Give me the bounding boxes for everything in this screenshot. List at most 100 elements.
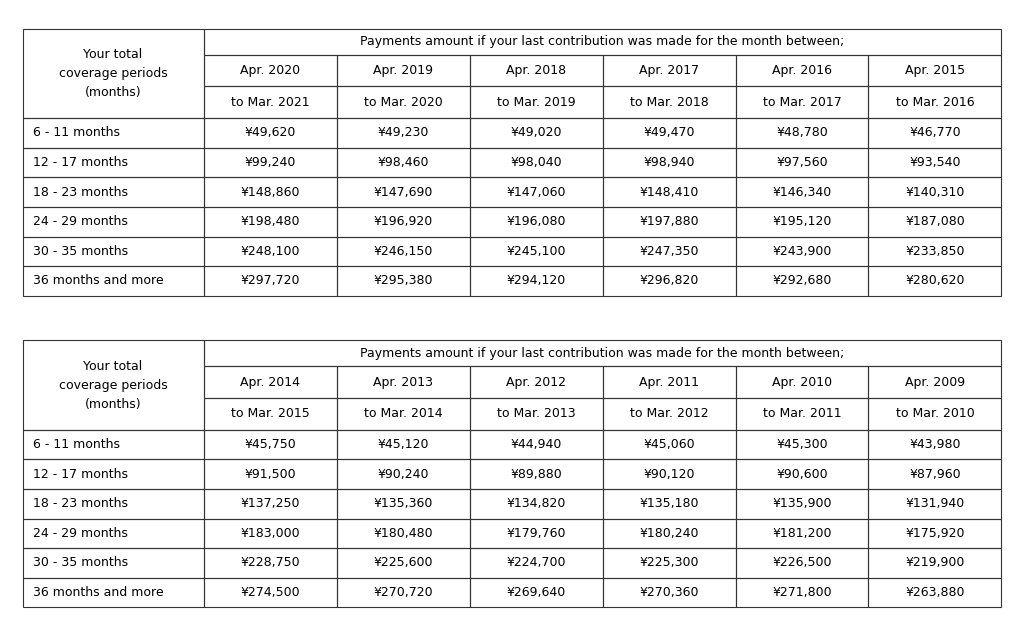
Bar xyxy=(204,55,337,86)
Bar xyxy=(23,118,204,148)
Bar xyxy=(204,430,337,459)
Bar xyxy=(337,118,470,148)
Text: ¥294,120: ¥294,120 xyxy=(507,275,565,287)
Bar xyxy=(204,366,337,398)
Text: 12 - 17 months: 12 - 17 months xyxy=(34,156,128,169)
Bar xyxy=(735,86,868,118)
Text: Apr. 2014: Apr. 2014 xyxy=(240,376,300,389)
Bar xyxy=(868,177,1001,207)
Text: ¥271,800: ¥271,800 xyxy=(772,586,831,599)
Bar xyxy=(337,430,470,459)
Bar xyxy=(470,148,602,177)
Bar xyxy=(470,459,602,489)
Text: 30 - 35 months: 30 - 35 months xyxy=(34,556,129,569)
Bar xyxy=(868,55,1001,86)
Text: ¥292,680: ¥292,680 xyxy=(772,275,831,287)
Bar xyxy=(470,177,602,207)
Bar xyxy=(23,489,204,518)
Bar xyxy=(602,266,735,296)
Text: ¥135,180: ¥135,180 xyxy=(639,497,698,510)
Bar xyxy=(337,177,470,207)
Bar xyxy=(602,459,735,489)
Bar xyxy=(23,459,204,489)
Bar xyxy=(470,55,602,86)
Bar xyxy=(204,489,337,518)
Text: ¥297,720: ¥297,720 xyxy=(241,275,300,287)
Bar xyxy=(337,55,470,86)
Bar xyxy=(868,148,1001,177)
Text: ¥280,620: ¥280,620 xyxy=(905,275,965,287)
Text: ¥87,960: ¥87,960 xyxy=(909,467,961,481)
Text: to Mar. 2017: to Mar. 2017 xyxy=(763,96,842,109)
Text: ¥135,900: ¥135,900 xyxy=(772,497,831,510)
Bar xyxy=(735,430,868,459)
Text: ¥98,460: ¥98,460 xyxy=(377,156,429,169)
Bar xyxy=(337,366,470,398)
Text: ¥195,120: ¥195,120 xyxy=(772,215,831,228)
Text: ¥198,480: ¥198,480 xyxy=(241,215,300,228)
Text: ¥135,360: ¥135,360 xyxy=(374,497,433,510)
Bar xyxy=(868,459,1001,489)
Text: ¥97,560: ¥97,560 xyxy=(776,156,827,169)
Text: ¥148,410: ¥148,410 xyxy=(639,186,698,198)
Text: ¥263,880: ¥263,880 xyxy=(905,586,965,599)
Bar xyxy=(337,207,470,237)
Bar xyxy=(204,340,1001,366)
Bar xyxy=(23,430,204,459)
Bar xyxy=(337,148,470,177)
Text: to Mar. 2014: to Mar. 2014 xyxy=(364,408,442,420)
Text: ¥43,980: ¥43,980 xyxy=(909,438,961,451)
Text: ¥175,920: ¥175,920 xyxy=(905,527,965,540)
Text: ¥270,720: ¥270,720 xyxy=(374,586,433,599)
Text: ¥93,540: ¥93,540 xyxy=(909,156,961,169)
Bar xyxy=(204,577,337,607)
Text: ¥147,690: ¥147,690 xyxy=(374,186,433,198)
Bar xyxy=(868,118,1001,148)
Bar xyxy=(735,266,868,296)
Bar xyxy=(204,398,337,430)
Bar xyxy=(868,430,1001,459)
Bar xyxy=(204,86,337,118)
Bar xyxy=(23,340,204,430)
Bar xyxy=(602,118,735,148)
Bar xyxy=(204,177,337,207)
Bar xyxy=(470,489,602,518)
Bar xyxy=(23,177,204,207)
Text: ¥45,750: ¥45,750 xyxy=(245,438,296,451)
Text: ¥246,150: ¥246,150 xyxy=(374,245,433,258)
Text: to Mar. 2013: to Mar. 2013 xyxy=(497,408,575,420)
Text: ¥296,820: ¥296,820 xyxy=(639,275,698,287)
Text: ¥270,360: ¥270,360 xyxy=(639,586,698,599)
Text: Apr. 2012: Apr. 2012 xyxy=(506,376,566,389)
Text: to Mar. 2012: to Mar. 2012 xyxy=(630,408,709,420)
Text: 12 - 17 months: 12 - 17 months xyxy=(34,467,128,481)
Text: ¥46,770: ¥46,770 xyxy=(909,127,961,139)
Text: ¥90,240: ¥90,240 xyxy=(377,467,429,481)
Bar xyxy=(470,207,602,237)
Text: Your total
coverage periods
(months): Your total coverage periods (months) xyxy=(58,48,168,99)
Bar xyxy=(735,518,868,548)
Text: Apr. 2015: Apr. 2015 xyxy=(905,64,965,77)
Text: ¥48,780: ¥48,780 xyxy=(776,127,827,139)
Text: ¥226,500: ¥226,500 xyxy=(772,556,831,569)
Text: to Mar. 2018: to Mar. 2018 xyxy=(630,96,709,109)
Text: ¥89,880: ¥89,880 xyxy=(510,467,562,481)
Text: ¥224,700: ¥224,700 xyxy=(506,556,566,569)
Bar xyxy=(602,548,735,577)
Bar xyxy=(337,548,470,577)
Text: ¥248,100: ¥248,100 xyxy=(241,245,300,258)
Bar xyxy=(470,430,602,459)
Text: to Mar. 2016: to Mar. 2016 xyxy=(896,96,974,109)
Bar xyxy=(23,148,204,177)
Text: 18 - 23 months: 18 - 23 months xyxy=(34,497,128,510)
Bar xyxy=(602,177,735,207)
Bar xyxy=(204,148,337,177)
Bar xyxy=(868,366,1001,398)
Bar xyxy=(470,577,602,607)
Bar xyxy=(602,398,735,430)
Text: ¥247,350: ¥247,350 xyxy=(639,245,698,258)
Text: 30 - 35 months: 30 - 35 months xyxy=(34,245,129,258)
Bar xyxy=(23,266,204,296)
Bar xyxy=(204,237,337,266)
Text: 6 - 11 months: 6 - 11 months xyxy=(34,438,121,451)
